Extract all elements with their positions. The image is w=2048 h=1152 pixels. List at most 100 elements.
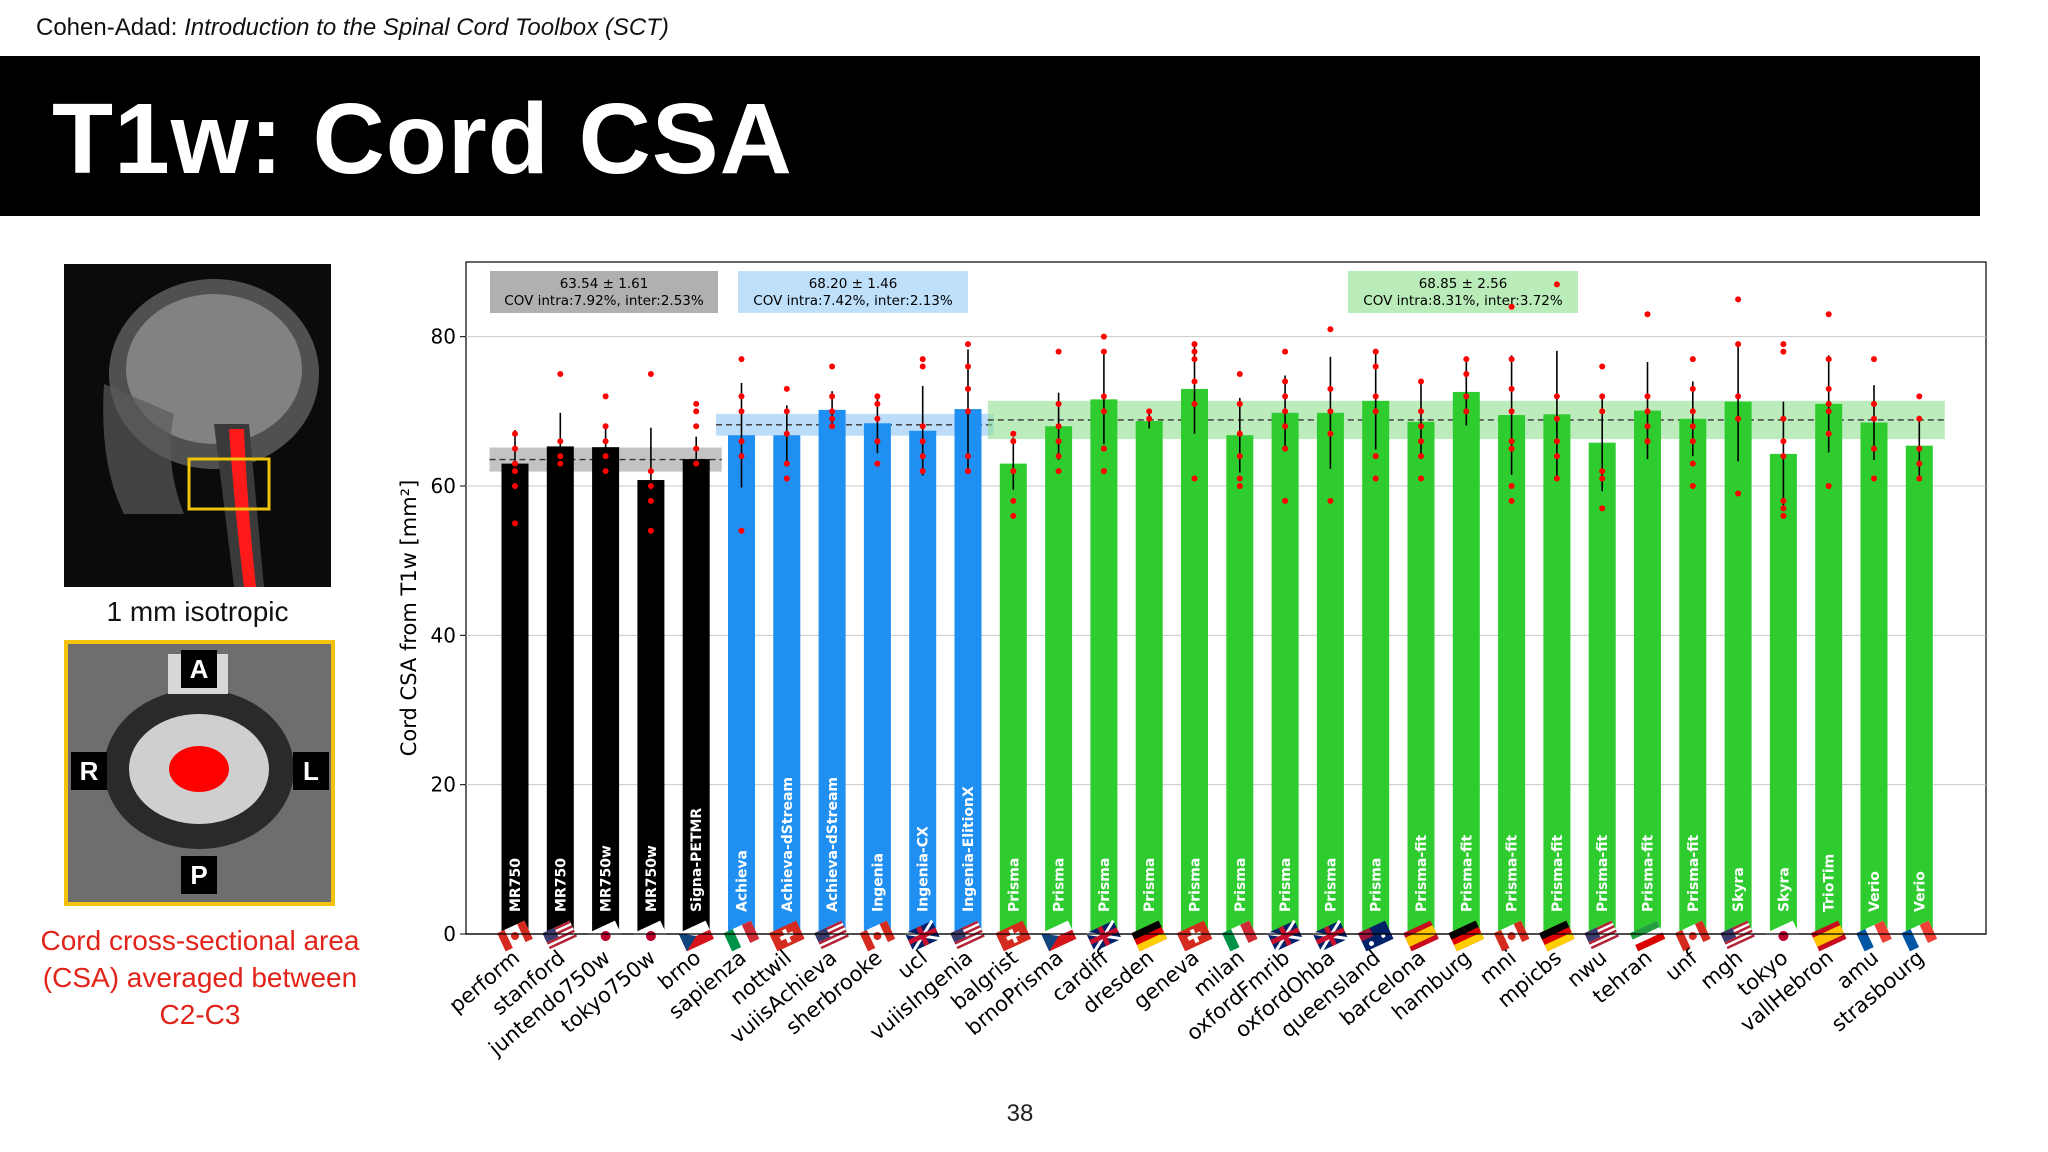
- flag-cross: [1270, 927, 1300, 945]
- data-point-brno: [693, 400, 700, 407]
- data-point-vallHebron: [1825, 430, 1832, 437]
- data-point-cardiff: [1100, 468, 1107, 475]
- data-point-tehran: [1644, 423, 1651, 430]
- flag-band: [682, 929, 715, 952]
- flag-star: [1368, 940, 1374, 946]
- bar-mgh: [1724, 401, 1752, 934]
- bar-model-label-tokyo750w: MR750w: [644, 845, 660, 912]
- anterior-label: A: [181, 650, 217, 688]
- vendor-stats-mean: 68.85 ± 2.56: [1419, 276, 1508, 292]
- data-point-balgrist: [1010, 468, 1017, 475]
- data-point-barcelona: [1418, 423, 1424, 430]
- x-category-label-unf: unf: [1661, 945, 1703, 986]
- bar-model-label-brnoPrisma: Prisma: [1052, 858, 1068, 912]
- flag-canton: [1584, 927, 1601, 943]
- flag-icon-de: [1131, 920, 1168, 952]
- data-point-amu: [1871, 356, 1877, 363]
- data-point-brnoPrisma: [1055, 438, 1062, 445]
- data-point-tokyo: [1780, 497, 1787, 504]
- flag-stripe: [818, 929, 847, 945]
- flag-band: [1240, 920, 1258, 943]
- flag-band: [1635, 932, 1666, 952]
- flag-icon-us: [950, 920, 986, 952]
- data-point-vuiisAchieva: [829, 393, 836, 400]
- data-point-vallHebron: [1825, 385, 1832, 392]
- data-point-nwu: [1599, 505, 1606, 512]
- data-point-sapienza: [738, 453, 745, 460]
- data-point-sherbrooke: [874, 438, 881, 445]
- flag-band: [1131, 920, 1162, 940]
- bar-model-label-oxfordOhba: Prisma: [1323, 858, 1339, 912]
- data-point-queensland: [1372, 348, 1379, 355]
- data-point-barcelona: [1418, 475, 1424, 482]
- data-point-tokyo: [1780, 348, 1787, 355]
- data-point-queensland: [1372, 408, 1379, 415]
- bar-model-label-vuiisAchieva: Achieva-dStream: [825, 777, 841, 912]
- data-point-geneva: [1191, 400, 1198, 407]
- data-point-perform: [512, 445, 518, 452]
- data-point-nottwil: [783, 408, 790, 415]
- data-point-perform: [512, 460, 518, 467]
- data-point-mgh: [1735, 490, 1742, 497]
- data-point-strasbourg: [1916, 475, 1923, 482]
- data-point-oxfordOhba: [1327, 385, 1334, 392]
- data-point-brnoPrisma: [1055, 348, 1062, 355]
- data-point-ucl: [919, 423, 926, 430]
- page-number: 38: [1006, 1100, 1034, 1127]
- flag-triangle: [1040, 933, 1059, 952]
- flag-icon-fr: [1901, 920, 1938, 952]
- data-point-brno: [693, 408, 700, 415]
- data-point-barcelona: [1418, 438, 1424, 445]
- bar-tehran: [1634, 410, 1661, 934]
- flag-band: [1221, 929, 1240, 952]
- bar-mpicbs: [1543, 414, 1571, 934]
- flag-stripe: [820, 934, 849, 950]
- data-point-vuiisIngenia: [965, 363, 971, 370]
- bar-model-label-brno: Signa-PETMR: [689, 808, 705, 912]
- bar-tokyo750w: [637, 480, 665, 934]
- flag-band: [1405, 925, 1437, 947]
- flag-band: [1448, 920, 1479, 940]
- data-point-perform: [512, 520, 518, 527]
- data-point-vuiisIngenia: [965, 468, 971, 475]
- data-point-amu: [1871, 415, 1877, 422]
- bar-model-label-ucl: Ingenia-CX: [916, 826, 932, 912]
- data-point-brno: [693, 445, 700, 452]
- data-point-oxfordFmrib: [1282, 393, 1289, 400]
- data-point-hamburg: [1463, 356, 1470, 363]
- data-point-oxfordFmrib: [1282, 378, 1289, 385]
- data-point-sapienza: [738, 393, 745, 400]
- bar-model-label-mpicbs: Prisma-fit: [1550, 834, 1566, 912]
- posterior-label: P: [181, 856, 217, 894]
- bar-vuiisAchieva: [818, 409, 846, 935]
- data-point-cardiff: [1100, 393, 1107, 400]
- flag-icon-us: [1584, 920, 1621, 952]
- data-point-brno: [693, 460, 700, 467]
- data-point-brnoPrisma: [1055, 453, 1062, 460]
- data-point-barcelona: [1418, 378, 1424, 385]
- data-point-cardiff: [1100, 348, 1107, 355]
- title-bar: [0, 56, 1980, 216]
- bar-model-label-barcelona: Prisma-fit: [1414, 834, 1430, 912]
- data-point-mgh: [1735, 393, 1742, 400]
- bar-queensland: [1362, 400, 1390, 934]
- data-point-tokyo: [1780, 415, 1787, 422]
- sagittal-mri-image: [64, 264, 331, 587]
- data-point-barcelona: [1418, 453, 1424, 460]
- bar-model-label-strasbourg: Verio: [1912, 871, 1928, 912]
- vendor-stats-cov: COV intra:8.31%, inter:3.72%: [1363, 293, 1563, 309]
- bar-model-label-nottwil: Achieva-dStream: [780, 777, 796, 912]
- flag-band: [1544, 932, 1575, 952]
- bar-barcelona: [1407, 421, 1435, 935]
- data-point-perform: [512, 468, 518, 475]
- data-point-mni: [1508, 356, 1515, 363]
- data-point-nottwil: [783, 430, 790, 437]
- data-point-mni: [1508, 497, 1515, 504]
- flag-band: [859, 929, 876, 952]
- data-point-mni: [1508, 303, 1515, 310]
- bar-model-label-queensland: Prisma: [1369, 858, 1385, 912]
- data-point-mpicbs: [1553, 281, 1560, 288]
- data-point-cardiff: [1100, 445, 1107, 452]
- bar-perform: [501, 463, 529, 934]
